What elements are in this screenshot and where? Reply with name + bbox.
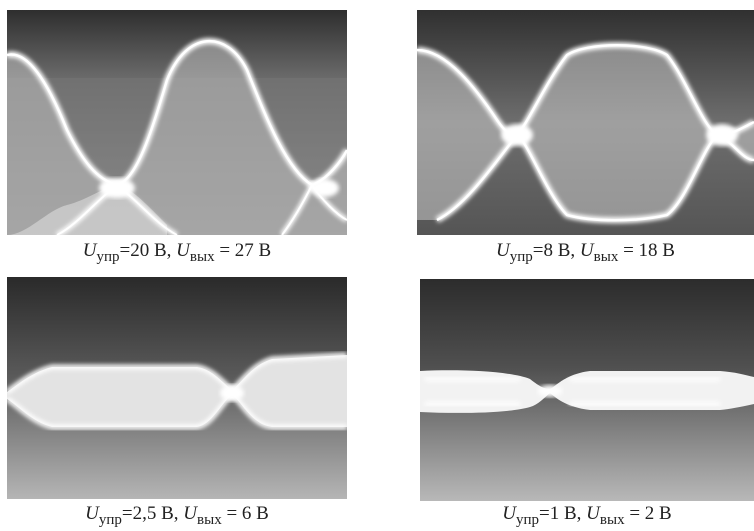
caption-text: = 27 В (214, 240, 272, 261)
oscillogram-image-2 (417, 10, 754, 235)
caption-text: = 2 В (624, 503, 672, 524)
caption-u-symbol: U (579, 240, 594, 261)
caption-u-symbol: U (183, 503, 198, 524)
caption-subscript: вых (189, 249, 215, 265)
caption-u-symbol: U (496, 240, 510, 261)
caption-u-symbol: U (82, 240, 97, 261)
oscillogram-image-4 (420, 279, 754, 501)
caption-subscript: вых (593, 249, 619, 265)
caption-text: = 6 В (221, 503, 269, 524)
caption-text: =1 В, (539, 503, 587, 524)
oscillogram-image-3 (7, 277, 347, 499)
panel-caption-1: Uупр=20 В, Uвых = 27 В (7, 240, 347, 265)
panel-caption-2: Uупр=8 В, Uвых = 18 В (417, 240, 754, 265)
caption-subscript: вых (599, 512, 625, 528)
caption-subscript: упр (98, 512, 122, 528)
caption-subscript: упр (509, 249, 533, 265)
caption-text: =8 В, (532, 240, 580, 261)
caption-u-symbol: U (176, 240, 190, 261)
caption-u-symbol: U (586, 503, 600, 524)
caption-subscript: упр (516, 512, 540, 528)
caption-u-symbol: U (85, 503, 99, 524)
caption-text: =20 В, (119, 240, 177, 261)
oscillogram-image-1 (7, 10, 347, 235)
caption-subscript: вых (197, 512, 222, 528)
caption-text: =2,5 В, (121, 503, 184, 524)
caption-subscript: упр (96, 249, 120, 265)
caption-u-symbol: U (502, 503, 516, 524)
panel-caption-4: Uупр=1 В, Uвых = 2 В (420, 503, 754, 528)
caption-text: = 18 В (618, 240, 675, 261)
panel-caption-3: Uупр=2,5 В, Uвых = 6 В (7, 503, 347, 528)
